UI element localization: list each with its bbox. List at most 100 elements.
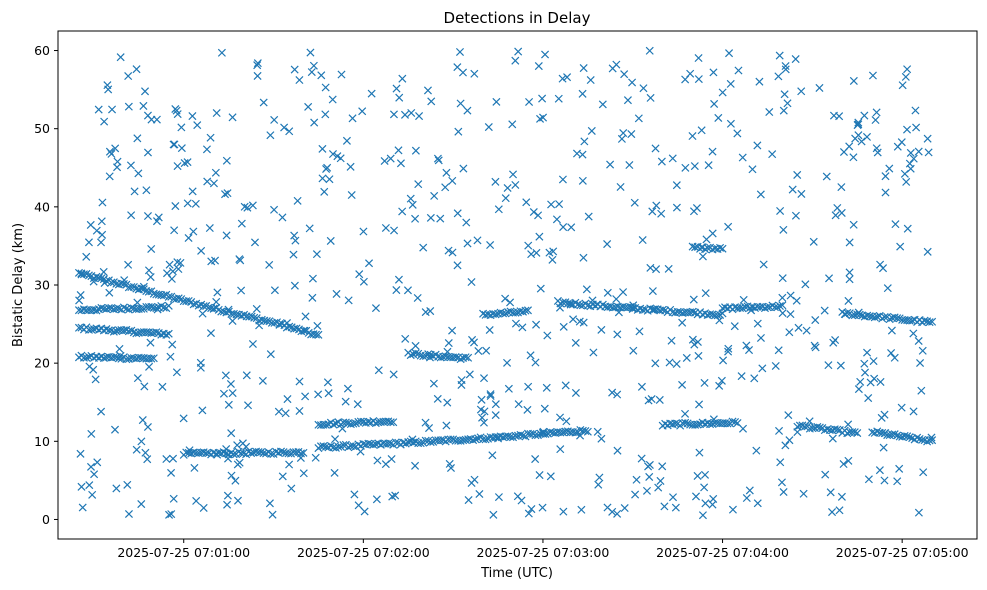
data-point	[681, 409, 690, 418]
data-point	[853, 121, 862, 130]
data-point	[111, 144, 120, 153]
data-point	[235, 458, 244, 467]
data-point	[77, 482, 86, 491]
data-point	[518, 431, 528, 440]
data-point	[843, 429, 852, 438]
data-point	[716, 243, 725, 252]
data-point	[558, 74, 567, 83]
data-point	[392, 286, 401, 295]
data-point	[306, 48, 315, 57]
data-point	[708, 229, 717, 238]
data-point	[295, 406, 304, 415]
data-point	[169, 140, 178, 149]
data-point	[372, 495, 381, 504]
data-point	[612, 295, 621, 304]
data-point	[237, 219, 246, 228]
data-point	[527, 250, 536, 259]
data-point	[308, 293, 317, 302]
data-point	[300, 326, 309, 335]
data-point	[709, 415, 718, 424]
data-point	[845, 275, 854, 284]
data-point	[233, 441, 242, 450]
data-point	[902, 177, 911, 186]
data-point	[290, 231, 299, 240]
data-point	[239, 449, 248, 458]
data-point	[258, 376, 267, 385]
data-point	[724, 344, 733, 353]
data-point	[919, 468, 928, 477]
data-point	[443, 398, 452, 407]
data-point	[925, 318, 934, 327]
data-point	[427, 97, 436, 106]
data-point	[791, 211, 800, 220]
data-point	[808, 424, 817, 433]
data-point	[723, 419, 732, 428]
data-point	[718, 244, 727, 253]
data-point	[849, 220, 858, 229]
data-point	[928, 436, 937, 445]
data-point	[116, 351, 125, 360]
data-point	[781, 65, 790, 74]
data-point	[844, 456, 853, 465]
data-point	[147, 244, 156, 254]
data-point	[713, 311, 722, 320]
data-point	[206, 329, 215, 338]
data-point	[257, 448, 266, 457]
data-point	[559, 223, 568, 232]
data-point	[844, 296, 853, 305]
data-point	[400, 110, 410, 119]
data-point	[109, 353, 118, 362]
data-point	[212, 297, 221, 306]
data-point	[694, 351, 703, 360]
data-point	[481, 435, 490, 444]
data-point	[127, 211, 136, 220]
y-axis-ticks: 0 10 20 30 40 50 60	[34, 43, 58, 527]
data-point	[881, 188, 890, 197]
data-point	[688, 131, 697, 141]
data-point	[860, 111, 869, 120]
data-point	[202, 145, 211, 154]
data-point	[869, 357, 878, 366]
data-point	[236, 256, 245, 265]
data-point	[159, 291, 168, 300]
data-point	[139, 101, 148, 110]
data-point	[227, 471, 236, 480]
data-point	[408, 435, 417, 444]
data-point	[637, 454, 646, 463]
data-point	[153, 305, 162, 314]
data-point	[323, 378, 332, 387]
data-point	[411, 341, 420, 350]
data-point	[644, 462, 653, 471]
data-point	[265, 260, 274, 269]
data-point	[608, 64, 617, 73]
data-point	[534, 62, 543, 71]
data-point	[456, 355, 465, 364]
data-point	[698, 252, 707, 261]
data-point	[172, 368, 181, 377]
data-point	[270, 286, 279, 295]
data-point	[371, 304, 380, 313]
data-point	[395, 93, 404, 102]
data-point	[139, 282, 148, 291]
data-point	[701, 499, 710, 508]
data-point	[146, 273, 155, 282]
data-point	[625, 160, 634, 170]
data-point	[349, 442, 358, 451]
data-point	[358, 107, 367, 116]
data-point	[92, 272, 101, 281]
data-point	[529, 207, 538, 217]
data-point	[613, 390, 622, 399]
data-point	[98, 230, 107, 239]
data-point	[645, 46, 654, 55]
data-point	[462, 218, 471, 227]
data-point	[909, 407, 918, 416]
data-point	[231, 476, 240, 485]
data-point	[329, 420, 338, 429]
data-point	[307, 68, 316, 77]
data-point	[406, 351, 415, 360]
data-point	[887, 326, 896, 335]
data-point	[527, 505, 536, 514]
data-point	[668, 493, 678, 502]
data-point	[396, 159, 405, 168]
data-point	[167, 274, 176, 283]
